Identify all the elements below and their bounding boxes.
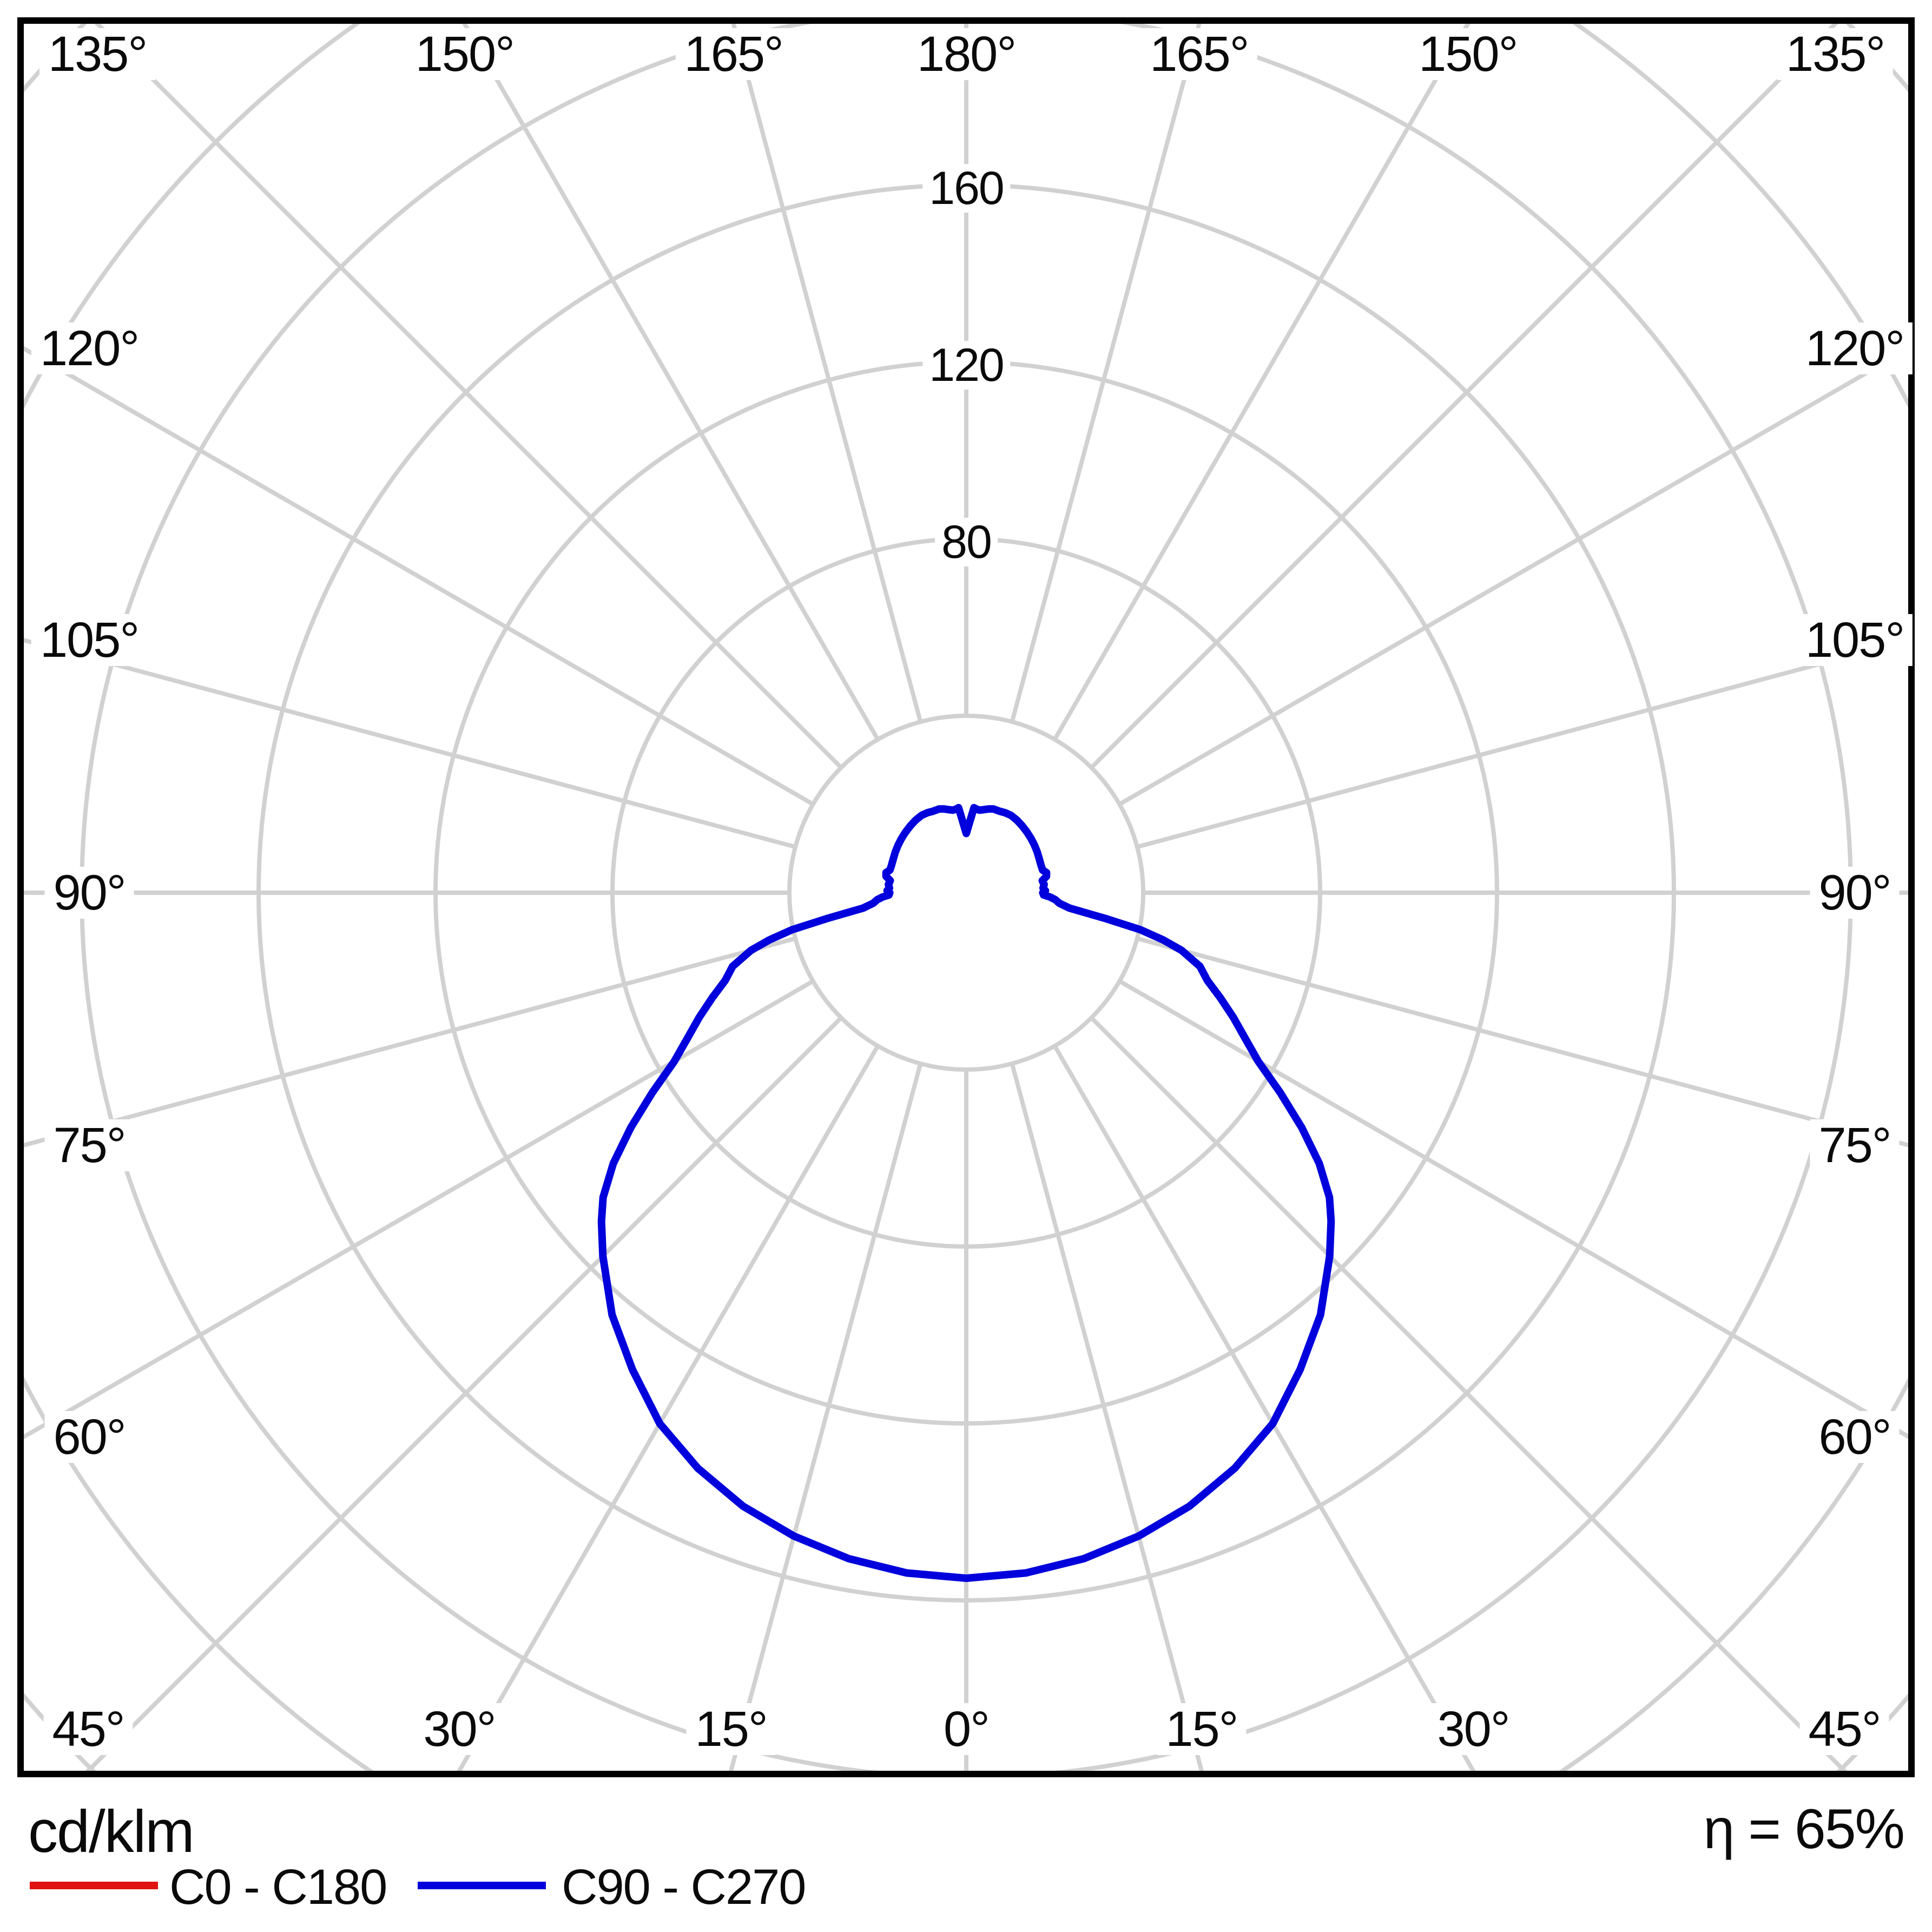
angle-label-top: 165° bbox=[675, 28, 792, 80]
grid-spoke bbox=[24, 936, 796, 1148]
angle-label-top: 150° bbox=[406, 28, 523, 80]
grid-spoke bbox=[731, 24, 923, 723]
legend-swatch-c90-c270 bbox=[418, 1882, 546, 1889]
angle-label-bottom: 15° bbox=[1157, 1703, 1247, 1755]
angle-label-left: 75° bbox=[44, 1119, 134, 1171]
grid-spoke bbox=[1118, 979, 1908, 1439]
angle-label-top: 135° bbox=[1777, 28, 1894, 80]
curve-c90-c270 bbox=[597, 803, 1335, 1582]
angle-label-bottom: 45° bbox=[1799, 1703, 1889, 1755]
grid-spoke bbox=[457, 1045, 880, 1771]
grid-spoke bbox=[24, 979, 814, 1440]
grid-spoke bbox=[1118, 346, 1908, 806]
grid-spoke bbox=[1053, 24, 1471, 741]
angle-label-bottom: 30° bbox=[1428, 1703, 1518, 1755]
angle-label-left: 90° bbox=[44, 867, 134, 919]
grid-spoke bbox=[1010, 1063, 1204, 1771]
grid-spoke bbox=[1090, 1016, 1848, 1771]
angle-label-left: 60° bbox=[44, 1410, 134, 1463]
grid-spoke bbox=[1136, 936, 1908, 1148]
grid-spoke bbox=[24, 638, 796, 849]
angle-label-top: 135° bbox=[39, 28, 156, 80]
angle-label-left: 105° bbox=[31, 614, 148, 667]
angle-label-bottom: 0° bbox=[935, 1703, 998, 1755]
grid-spoke bbox=[462, 24, 880, 741]
angle-label-right: 90° bbox=[1810, 867, 1900, 919]
angle-label-bottom: 45° bbox=[43, 1703, 133, 1755]
legend-swatch-c0-c180 bbox=[30, 1882, 158, 1889]
angle-label-top: 150° bbox=[1410, 28, 1526, 80]
radial-tick-label: 80 bbox=[935, 518, 998, 566]
legend-label-c0-c180: C0 - C180 bbox=[169, 1860, 387, 1915]
plot-border bbox=[17, 17, 1915, 1777]
grid-spoke bbox=[728, 1063, 923, 1771]
angle-label-top: 180° bbox=[908, 28, 1025, 80]
angle-label-right: 60° bbox=[1810, 1410, 1900, 1463]
angle-label-top: 165° bbox=[1141, 28, 1257, 80]
radial-tick-label: 160 bbox=[922, 164, 1010, 213]
grid-spoke bbox=[24, 346, 814, 806]
angle-label-right: 75° bbox=[1810, 1119, 1900, 1171]
grid-spoke bbox=[1010, 24, 1202, 723]
angle-label-right: 105° bbox=[1796, 614, 1913, 667]
radial-tick-label: 120 bbox=[922, 341, 1010, 390]
grid-circle bbox=[787, 714, 1145, 1072]
efficiency-label: η = 65% bbox=[1703, 1798, 1905, 1861]
angle-label-left: 120° bbox=[31, 322, 148, 375]
legend-label-c90-c270: C90 - C270 bbox=[562, 1860, 806, 1915]
angle-label-right: 120° bbox=[1796, 322, 1913, 375]
grid-spoke bbox=[1053, 1045, 1476, 1771]
curve-layer bbox=[597, 803, 1335, 1582]
unit-label: cd/klm bbox=[28, 1798, 195, 1865]
grid-spoke bbox=[1136, 638, 1908, 849]
angle-label-bottom: 30° bbox=[414, 1703, 504, 1755]
angle-label-bottom: 15° bbox=[686, 1703, 776, 1755]
